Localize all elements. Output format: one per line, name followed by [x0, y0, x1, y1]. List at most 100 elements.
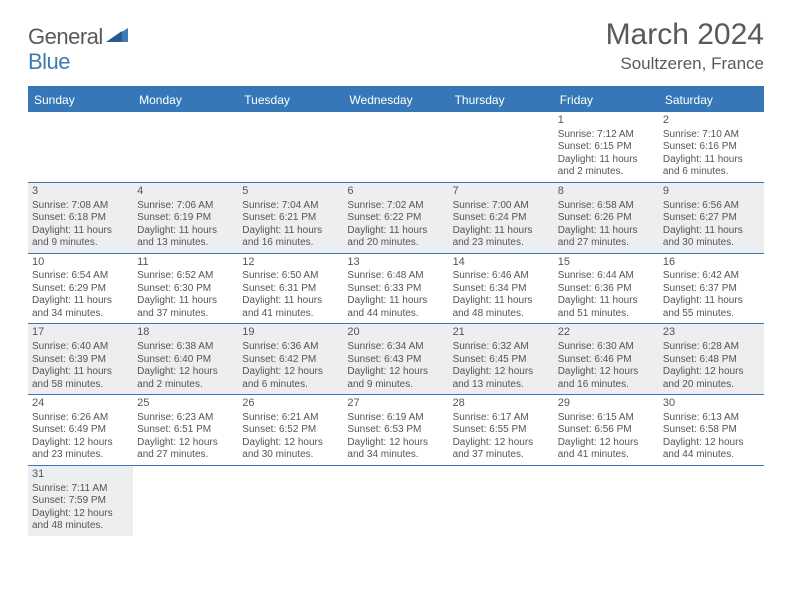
day-daylight1: Daylight: 12 hours — [137, 366, 234, 379]
day-cell: 30Sunrise: 6:13 AMSunset: 6:58 PMDayligh… — [659, 395, 764, 465]
day-daylight2: and 55 minutes. — [663, 308, 760, 321]
day-number: 29 — [558, 397, 655, 411]
day-daylight2: and 44 minutes. — [663, 449, 760, 462]
day-daylight2: and 23 minutes. — [453, 237, 550, 250]
day-daylight2: and 20 minutes. — [663, 379, 760, 392]
day-daylight1: Daylight: 12 hours — [347, 437, 444, 450]
calendar: SundayMondayTuesdayWednesdayThursdayFrid… — [28, 86, 764, 536]
weekday-header: Sunday — [28, 88, 133, 112]
day-sunset: Sunset: 6:18 PM — [32, 212, 129, 225]
day-sunrise: Sunrise: 6:42 AM — [663, 270, 760, 283]
day-number: 11 — [137, 256, 234, 270]
day-cell-blank — [449, 112, 554, 182]
weekday-header: Wednesday — [343, 88, 448, 112]
day-daylight1: Daylight: 11 hours — [663, 295, 760, 308]
day-daylight2: and 30 minutes. — [242, 449, 339, 462]
day-daylight2: and 41 minutes. — [242, 308, 339, 321]
day-daylight1: Daylight: 12 hours — [453, 366, 550, 379]
logo-text-general: General — [28, 24, 103, 50]
day-cell: 31Sunrise: 7:11 AMSunset: 7:59 PMDayligh… — [28, 466, 133, 536]
day-cell: 20Sunrise: 6:34 AMSunset: 6:43 PMDayligh… — [343, 324, 448, 394]
day-sunrise: Sunrise: 6:28 AM — [663, 341, 760, 354]
weekday-header: Tuesday — [238, 88, 343, 112]
day-sunrise: Sunrise: 7:12 AM — [558, 129, 655, 142]
day-cell-blank — [28, 112, 133, 182]
day-cell-blank — [343, 466, 448, 536]
day-sunset: Sunset: 6:30 PM — [137, 283, 234, 296]
logo-text-blue: Blue — [28, 49, 70, 74]
day-daylight1: Daylight: 12 hours — [32, 437, 129, 450]
day-number: 7 — [453, 185, 550, 199]
day-number: 12 — [242, 256, 339, 270]
day-sunrise: Sunrise: 7:04 AM — [242, 200, 339, 213]
day-cell: 25Sunrise: 6:23 AMSunset: 6:51 PMDayligh… — [133, 395, 238, 465]
day-sunset: Sunset: 6:15 PM — [558, 141, 655, 154]
day-number: 17 — [32, 326, 129, 340]
day-sunset: Sunset: 6:45 PM — [453, 354, 550, 367]
day-sunset: Sunset: 6:37 PM — [663, 283, 760, 296]
day-sunrise: Sunrise: 6:38 AM — [137, 341, 234, 354]
day-number: 16 — [663, 256, 760, 270]
day-daylight1: Daylight: 11 hours — [137, 295, 234, 308]
day-cell: 27Sunrise: 6:19 AMSunset: 6:53 PMDayligh… — [343, 395, 448, 465]
day-daylight1: Daylight: 12 hours — [32, 508, 129, 521]
day-sunset: Sunset: 6:42 PM — [242, 354, 339, 367]
day-number: 24 — [32, 397, 129, 411]
day-number: 18 — [137, 326, 234, 340]
day-number: 15 — [558, 256, 655, 270]
day-daylight2: and 13 minutes. — [453, 379, 550, 392]
day-number: 28 — [453, 397, 550, 411]
day-sunset: Sunset: 6:27 PM — [663, 212, 760, 225]
day-daylight2: and 34 minutes. — [347, 449, 444, 462]
day-daylight1: Daylight: 11 hours — [453, 225, 550, 238]
day-number: 25 — [137, 397, 234, 411]
day-sunrise: Sunrise: 6:36 AM — [242, 341, 339, 354]
logo: General — [28, 24, 128, 50]
week-row: 10Sunrise: 6:54 AMSunset: 6:29 PMDayligh… — [28, 254, 764, 325]
day-cell: 22Sunrise: 6:30 AMSunset: 6:46 PMDayligh… — [554, 324, 659, 394]
day-cell: 2Sunrise: 7:10 AMSunset: 6:16 PMDaylight… — [659, 112, 764, 182]
day-daylight1: Daylight: 12 hours — [663, 437, 760, 450]
day-number: 3 — [32, 185, 129, 199]
day-number: 31 — [32, 468, 129, 482]
day-number: 22 — [558, 326, 655, 340]
day-number: 6 — [347, 185, 444, 199]
day-daylight2: and 27 minutes. — [558, 237, 655, 250]
day-cell-blank — [449, 466, 554, 536]
week-row: 31Sunrise: 7:11 AMSunset: 7:59 PMDayligh… — [28, 466, 764, 536]
month-title: March 2024 — [606, 18, 764, 52]
day-sunrise: Sunrise: 7:10 AM — [663, 129, 760, 142]
week-row: 1Sunrise: 7:12 AMSunset: 6:15 PMDaylight… — [28, 112, 764, 183]
day-cell: 9Sunrise: 6:56 AMSunset: 6:27 PMDaylight… — [659, 183, 764, 253]
day-number: 21 — [453, 326, 550, 340]
day-cell: 15Sunrise: 6:44 AMSunset: 6:36 PMDayligh… — [554, 254, 659, 324]
day-cell: 7Sunrise: 7:00 AMSunset: 6:24 PMDaylight… — [449, 183, 554, 253]
day-sunrise: Sunrise: 7:02 AM — [347, 200, 444, 213]
day-sunrise: Sunrise: 6:15 AM — [558, 412, 655, 425]
day-sunset: Sunset: 6:19 PM — [137, 212, 234, 225]
week-row: 17Sunrise: 6:40 AMSunset: 6:39 PMDayligh… — [28, 324, 764, 395]
day-sunrise: Sunrise: 6:40 AM — [32, 341, 129, 354]
day-daylight2: and 6 minutes. — [663, 166, 760, 179]
day-sunset: Sunset: 6:49 PM — [32, 424, 129, 437]
day-daylight1: Daylight: 12 hours — [242, 437, 339, 450]
day-sunset: Sunset: 6:34 PM — [453, 283, 550, 296]
day-sunrise: Sunrise: 6:58 AM — [558, 200, 655, 213]
day-sunrise: Sunrise: 6:30 AM — [558, 341, 655, 354]
day-daylight1: Daylight: 11 hours — [32, 225, 129, 238]
day-sunset: Sunset: 6:16 PM — [663, 141, 760, 154]
day-number: 5 — [242, 185, 339, 199]
day-daylight2: and 2 minutes. — [558, 166, 655, 179]
day-daylight2: and 16 minutes. — [558, 379, 655, 392]
day-daylight1: Daylight: 11 hours — [137, 225, 234, 238]
day-daylight1: Daylight: 12 hours — [558, 366, 655, 379]
day-daylight1: Daylight: 11 hours — [32, 295, 129, 308]
day-sunrise: Sunrise: 7:11 AM — [32, 483, 129, 496]
day-cell: 24Sunrise: 6:26 AMSunset: 6:49 PMDayligh… — [28, 395, 133, 465]
day-sunset: Sunset: 6:29 PM — [32, 283, 129, 296]
day-daylight1: Daylight: 11 hours — [663, 225, 760, 238]
day-sunset: Sunset: 6:26 PM — [558, 212, 655, 225]
day-sunrise: Sunrise: 6:48 AM — [347, 270, 444, 283]
day-sunset: Sunset: 6:48 PM — [663, 354, 760, 367]
day-sunrise: Sunrise: 6:54 AM — [32, 270, 129, 283]
